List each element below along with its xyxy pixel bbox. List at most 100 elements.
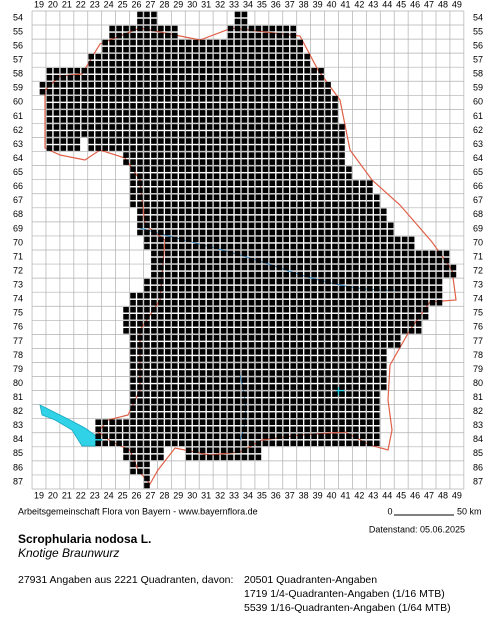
occurrence-dot: [262, 377, 269, 383]
occurrence-dot: [332, 328, 338, 334]
occurrence-dot: [67, 124, 74, 130]
occurrence-dot: [144, 384, 150, 390]
occurrence-dot: [325, 180, 331, 187]
occurrence-dot: [158, 131, 164, 137]
occurrence-dot: [192, 194, 199, 201]
occurrence-dot: [353, 370, 359, 376]
common-name: Knotige Braunwurz: [18, 546, 119, 560]
occurrence-dot: [151, 285, 157, 292]
occurrence-dot: [137, 46, 143, 53]
occurrence-dot: [53, 131, 60, 137]
stats-quarter: 1719 1/4-Quadranten-Angaben (1/16 MTB): [244, 588, 445, 600]
occurrence-dot: [276, 264, 283, 271]
occurrence-dot: [269, 433, 276, 440]
occurrence-dot: [311, 419, 317, 426]
occurrence-dot: [102, 46, 108, 53]
occurrence-dot: [60, 96, 67, 102]
occurrence-dot: [297, 342, 303, 348]
occurrence-dot: [213, 257, 220, 264]
occurrence-dot: [53, 67, 60, 74]
occurrence-dot: [227, 173, 234, 179]
occurrence-dot: [206, 229, 213, 236]
occurrence-dot: [269, 391, 276, 397]
occurrence-dot: [165, 398, 171, 404]
occurrence-dot: [123, 46, 129, 53]
occurrence-dot: [401, 243, 408, 250]
occurrence-dot: [185, 285, 192, 292]
occurrence-dot: [297, 391, 303, 397]
occurrence-dot: [178, 166, 185, 172]
occurrence-dot: [387, 328, 394, 334]
occurrence-dot: [283, 201, 290, 208]
occurrence-dot: [443, 257, 450, 264]
occurrence-dot: [325, 257, 331, 264]
occurrence-dot: [102, 131, 108, 137]
occurrence-dot: [185, 398, 192, 404]
occurrence-dot: [241, 271, 248, 278]
occurrence-dot: [318, 321, 324, 327]
occurrence-dot: [178, 46, 185, 53]
occurrence-dot: [151, 159, 157, 165]
occurrence-dot: [137, 419, 143, 426]
occurrence-dot: [185, 313, 192, 320]
occurrence-dot: [332, 110, 338, 116]
occurrence-dot: [151, 271, 157, 278]
occurrence-dot: [401, 321, 408, 327]
occurrence-dot: [241, 18, 248, 25]
occurrence-dot: [178, 89, 185, 95]
occurrence-dot: [283, 39, 290, 46]
occurrence-dot: [185, 292, 192, 299]
occurrence-dot: [158, 81, 164, 88]
occurrence-dot: [262, 215, 269, 222]
occurrence-dot: [241, 201, 248, 208]
occurrence-dot: [178, 124, 185, 130]
occurrence-dot: [130, 110, 136, 116]
occurrence-dot: [192, 313, 199, 320]
occurrence-dot: [304, 271, 310, 278]
occurrence-dot: [290, 117, 297, 123]
occurrence-dot: [304, 426, 310, 433]
occurrence-dot: [81, 117, 88, 123]
occurrence-dot: [234, 278, 241, 285]
occurrence-dot: [192, 89, 199, 95]
column-label: 39: [313, 0, 323, 9]
occurrence-dot: [262, 412, 269, 418]
occurrence-dot: [137, 173, 143, 179]
occurrence-dot: [290, 335, 297, 341]
occurrence-dot: [408, 257, 415, 264]
occurrence-dot: [109, 39, 115, 46]
occurrence-dot: [178, 96, 185, 102]
occurrence-dot: [158, 433, 164, 440]
occurrence-dot: [144, 356, 150, 362]
occurrence-dot: [165, 180, 171, 187]
occurrence-dot: [290, 433, 297, 440]
occurrence-dot: [262, 201, 269, 208]
occurrence-dot: [227, 292, 234, 299]
occurrence-dot: [241, 159, 248, 165]
occurrence-dot: [172, 166, 178, 172]
occurrence-dot: [380, 356, 387, 362]
row-label: 70: [473, 237, 483, 247]
occurrence-dot: [192, 335, 199, 341]
occurrence-dot: [158, 440, 164, 447]
occurrence-dot: [109, 32, 115, 39]
occurrence-dot: [262, 264, 269, 271]
occurrence-dot: [102, 67, 108, 74]
occurrence-dot: [269, 321, 276, 327]
occurrence-dot: [353, 250, 359, 257]
occurrence-dot: [311, 271, 317, 278]
occurrence-dot: [46, 117, 53, 123]
occurrence-dot: [367, 264, 373, 271]
occurrence-dot: [276, 440, 283, 447]
occurrence-dot: [151, 18, 157, 25]
occurrence-dot: [262, 159, 269, 165]
occurrence-dot: [178, 110, 185, 116]
occurrence-dot: [248, 271, 255, 278]
occurrence-dot: [255, 131, 262, 137]
occurrence-dot: [213, 138, 220, 144]
occurrence-dot: [192, 81, 199, 88]
stats-total: 27931 Angaben aus 2221 Quadranten, davon…: [18, 574, 233, 586]
occurrence-dot: [165, 391, 171, 397]
occurrence-dot: [123, 426, 129, 433]
occurrence-dot: [332, 145, 338, 151]
